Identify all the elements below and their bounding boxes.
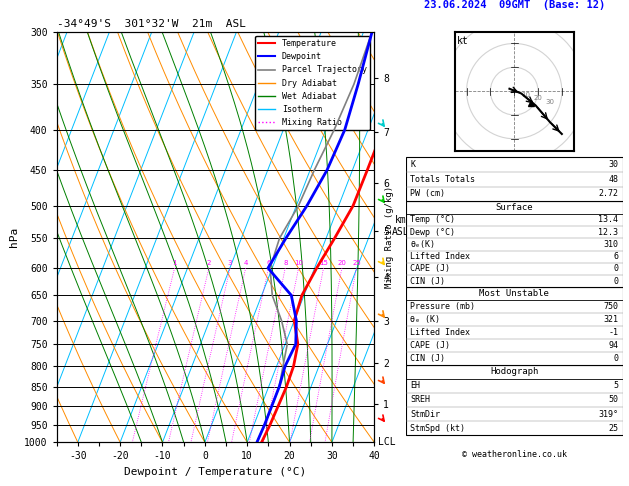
Text: -1: -1 (608, 328, 618, 337)
Text: -34°49'S  301°32'W  21m  ASL: -34°49'S 301°32'W 21m ASL (57, 19, 245, 30)
Text: 25: 25 (608, 424, 618, 433)
Text: Lifted Index: Lifted Index (410, 328, 470, 337)
FancyBboxPatch shape (406, 287, 623, 365)
Text: 48: 48 (608, 174, 618, 184)
Text: 1: 1 (172, 260, 177, 266)
Text: θₑ(K): θₑ(K) (410, 240, 435, 249)
Text: 321: 321 (603, 315, 618, 324)
Text: 12.3: 12.3 (598, 227, 618, 237)
Text: Hodograph: Hodograph (490, 367, 538, 376)
Text: CAPE (J): CAPE (J) (410, 341, 450, 350)
Text: StmSpd (kt): StmSpd (kt) (410, 424, 465, 433)
Text: 0: 0 (613, 264, 618, 274)
Text: SREH: SREH (410, 396, 430, 404)
Text: 2: 2 (207, 260, 211, 266)
Text: 6: 6 (613, 252, 618, 261)
Text: PW (cm): PW (cm) (410, 190, 445, 198)
Text: kt: kt (457, 36, 469, 46)
Text: Most Unstable: Most Unstable (479, 289, 549, 298)
Text: Pressure (mb): Pressure (mb) (410, 302, 475, 311)
Text: Lifted Index: Lifted Index (410, 252, 470, 261)
FancyBboxPatch shape (406, 201, 623, 287)
Text: 0: 0 (613, 354, 618, 363)
Text: 30: 30 (608, 160, 618, 169)
Text: Temp (°C): Temp (°C) (410, 215, 455, 225)
Text: 30: 30 (545, 99, 554, 105)
X-axis label: Dewpoint / Temperature (°C): Dewpoint / Temperature (°C) (125, 467, 306, 477)
Text: 20: 20 (533, 95, 542, 101)
Text: 319°: 319° (598, 410, 618, 418)
FancyBboxPatch shape (406, 157, 623, 201)
Text: 20: 20 (337, 260, 347, 266)
Text: 0: 0 (613, 277, 618, 286)
FancyBboxPatch shape (406, 365, 623, 435)
Text: Surface: Surface (496, 203, 533, 212)
Text: θₑ (K): θₑ (K) (410, 315, 440, 324)
Text: 13.4: 13.4 (598, 215, 618, 225)
Text: 750: 750 (603, 302, 618, 311)
Text: CAPE (J): CAPE (J) (410, 264, 450, 274)
Legend: Temperature, Dewpoint, Parcel Trajectory, Dry Adiabat, Wet Adiabat, Isotherm, Mi: Temperature, Dewpoint, Parcel Trajectory… (255, 36, 370, 130)
Text: 50: 50 (608, 396, 618, 404)
Text: Mixing Ratio (g/kg): Mixing Ratio (g/kg) (386, 186, 394, 288)
Text: 10: 10 (294, 260, 303, 266)
Text: 8: 8 (283, 260, 287, 266)
Text: 23.06.2024  09GMT  (Base: 12): 23.06.2024 09GMT (Base: 12) (423, 0, 605, 10)
Text: © weatheronline.co.uk: © weatheronline.co.uk (462, 450, 567, 459)
Text: 6: 6 (266, 260, 270, 266)
Text: CIN (J): CIN (J) (410, 354, 445, 363)
Text: 2.72: 2.72 (598, 190, 618, 198)
Text: K: K (410, 160, 415, 169)
Text: 25: 25 (352, 260, 361, 266)
Text: 3: 3 (228, 260, 232, 266)
Text: 10: 10 (521, 92, 530, 98)
Text: EH: EH (410, 382, 420, 390)
Text: 5: 5 (613, 382, 618, 390)
Text: StmDir: StmDir (410, 410, 440, 418)
Text: LCL: LCL (379, 437, 396, 447)
Text: Dewp (°C): Dewp (°C) (410, 227, 455, 237)
Text: 4: 4 (243, 260, 248, 266)
Text: 94: 94 (608, 341, 618, 350)
Y-axis label: km
ASL: km ASL (391, 215, 409, 237)
Text: 310: 310 (603, 240, 618, 249)
Y-axis label: hPa: hPa (9, 227, 18, 247)
Text: 15: 15 (319, 260, 328, 266)
Text: Totals Totals: Totals Totals (410, 174, 475, 184)
Text: CIN (J): CIN (J) (410, 277, 445, 286)
